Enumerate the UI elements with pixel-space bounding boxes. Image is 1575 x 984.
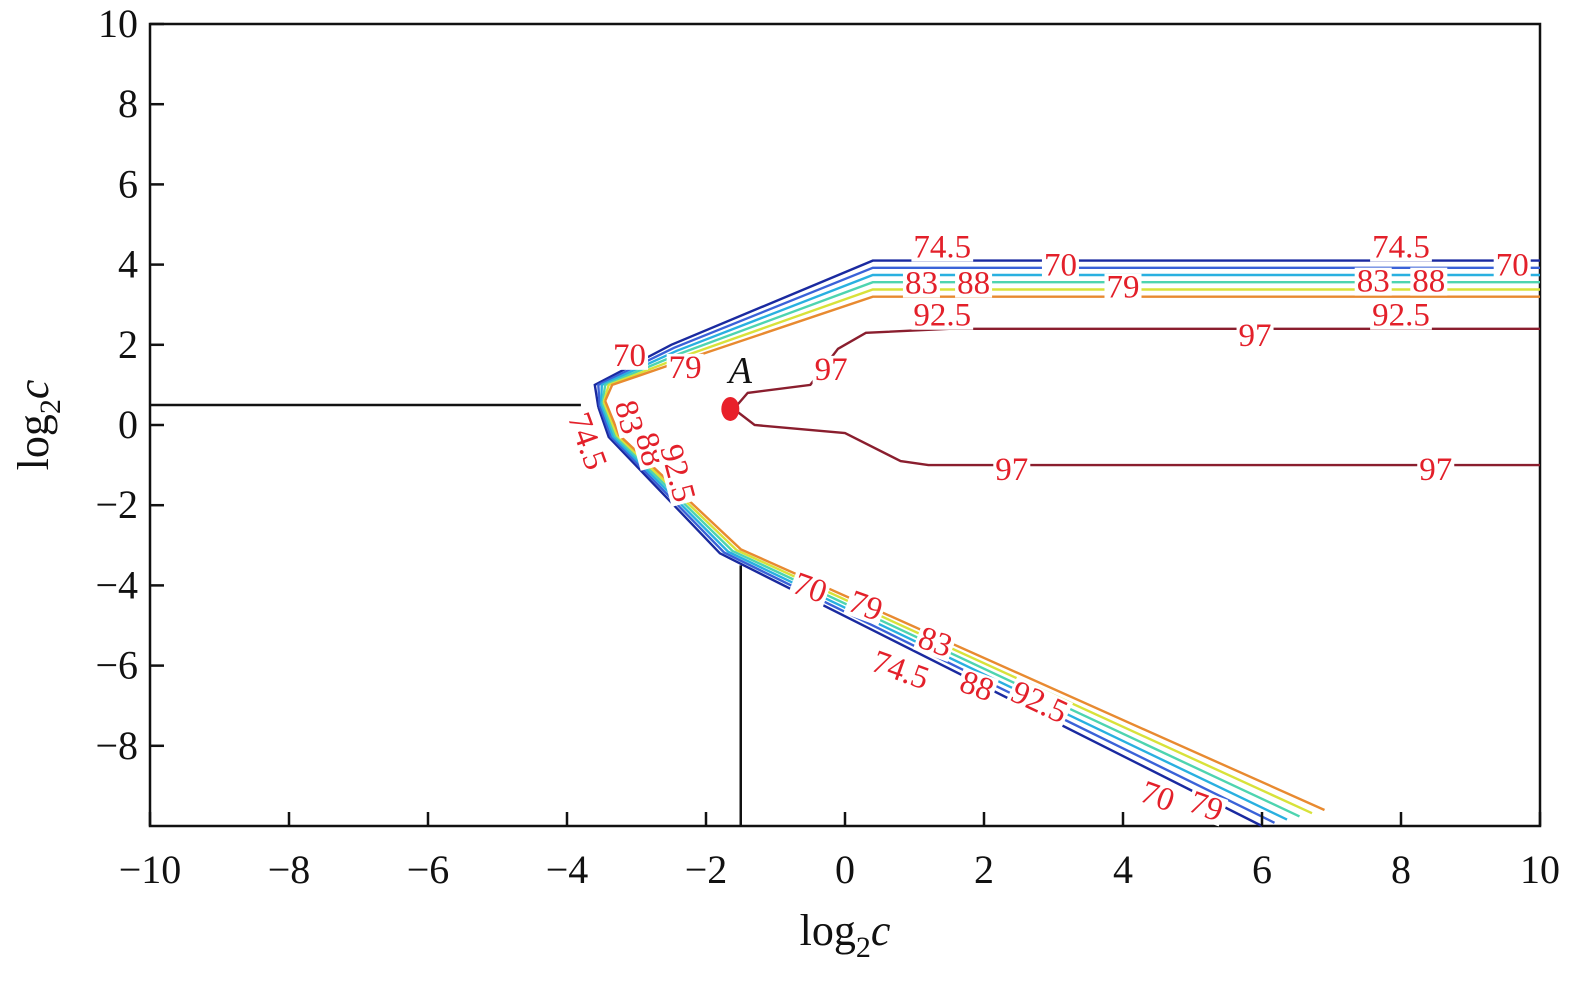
y-tick-label: 4 [118, 242, 138, 287]
contour-label: 70 [1044, 248, 1077, 284]
x-tick-label: 10 [1520, 847, 1560, 892]
contour-label: 70 [613, 338, 646, 374]
contour-label-bg [912, 622, 958, 662]
x-tick-label: 4 [1113, 847, 1133, 892]
contour-line-74.5-lower [598, 405, 1276, 824]
contour-line-74.5-upper [597, 266, 1540, 406]
contour-label-bg [911, 301, 974, 330]
contour-label: 97 [815, 352, 848, 388]
contour-line-83-upper [601, 281, 1540, 404]
contour-label-bg [610, 395, 647, 439]
optimal-point: A [721, 350, 753, 421]
point-a-marker [721, 396, 740, 421]
contour-label: 97 [995, 452, 1028, 488]
y-tick-label: −4 [95, 562, 138, 607]
contour-label: 92.5 [913, 298, 971, 334]
contour-label-bg [1183, 787, 1229, 827]
y-tick-label: 2 [118, 322, 138, 367]
x-tick-label: 2 [974, 847, 994, 892]
y-tick-label: 6 [118, 161, 138, 206]
contour-label: 97 [1239, 318, 1272, 354]
x-axis-title-var: c [871, 906, 891, 955]
y-tick-label: 10 [98, 1, 138, 46]
x-tick-label: 8 [1391, 847, 1411, 892]
contour-label-bg [611, 341, 649, 370]
contour-label-bg [955, 269, 993, 298]
contour-label: 83 [1357, 264, 1390, 300]
contour-line-79-upper [599, 273, 1540, 405]
x-axis-title-sub: 2 [856, 931, 871, 964]
contour-label: 92.5 [1372, 298, 1430, 334]
y-tick-label: −2 [95, 482, 138, 527]
reference-lines [150, 403, 742, 826]
contour-label-bg [954, 667, 999, 707]
contour-label-bg [911, 233, 974, 262]
x-tick-label: −8 [268, 847, 311, 892]
contour-label-bg [843, 586, 888, 626]
contour-label: 88 [957, 266, 990, 302]
y-axis-title-var: c [9, 379, 58, 399]
x-tick-label: −6 [407, 847, 450, 892]
y-tick-label: 8 [118, 81, 138, 126]
contour-label-bg [1417, 456, 1455, 485]
contour-label-bg [1493, 251, 1531, 280]
contour-label-bg [1104, 273, 1142, 302]
contour-label-bg [1135, 777, 1180, 817]
x-tick-label: −10 [119, 847, 182, 892]
contour-label-bg [563, 407, 611, 476]
y-axis-title-base: log [9, 414, 58, 470]
contour-label-bg [1005, 676, 1074, 729]
y-axis-title: log2c [9, 379, 67, 470]
contour-label: 79 [1107, 270, 1140, 306]
x-tick-label: −2 [685, 847, 728, 892]
contour-line-70-upper [593, 259, 1540, 408]
y-tick-label: 0 [118, 402, 138, 447]
contour-label-bg [812, 355, 850, 384]
contour-label-bg [631, 427, 668, 471]
contour-label: 74.5 [1372, 230, 1430, 266]
contour-line-97-lower [733, 408, 1540, 467]
contour-label: 97 [1419, 452, 1452, 488]
contour-label-bg [655, 439, 699, 507]
contour-label-bg [902, 269, 940, 298]
contour-label-bg [1410, 267, 1448, 296]
contour-label-bg [787, 568, 833, 608]
x-tick-label: −4 [546, 847, 589, 892]
x-axis-title-base: log [800, 906, 856, 955]
plot-frame [148, 22, 1542, 828]
y-tick-label: −8 [95, 723, 138, 768]
contour-label-bg [1354, 267, 1392, 296]
contour-label: 79 [669, 350, 702, 386]
contour-label: 83 [905, 266, 938, 302]
x-axis-title: log2c [800, 906, 891, 964]
contour-label-bg [1370, 233, 1432, 262]
contour-label-bg [1236, 321, 1274, 350]
y-axis-title-sub: 2 [34, 399, 67, 414]
contour-label-bg [666, 353, 704, 382]
contour-label: 88 [1412, 264, 1445, 300]
contour-label: 70 [1496, 248, 1529, 284]
x-tick-label: 0 [835, 847, 855, 892]
axis-ticks: −10 −8 −6 −4 −2 0 2 4 6 8 10 −8 −6 −4 −2 0 2 4 6 8 10 [95, 1, 1560, 892]
point-a-label: A [726, 350, 753, 392]
contour-label-bg [1041, 251, 1079, 280]
contour-label-bg [866, 646, 935, 695]
contour-label: 74.5 [913, 230, 971, 266]
contour-label-bg [1370, 301, 1432, 330]
contour-label-bg [993, 456, 1031, 485]
y-tick-label: −6 [95, 643, 138, 688]
x-tick-label: 6 [1252, 847, 1272, 892]
